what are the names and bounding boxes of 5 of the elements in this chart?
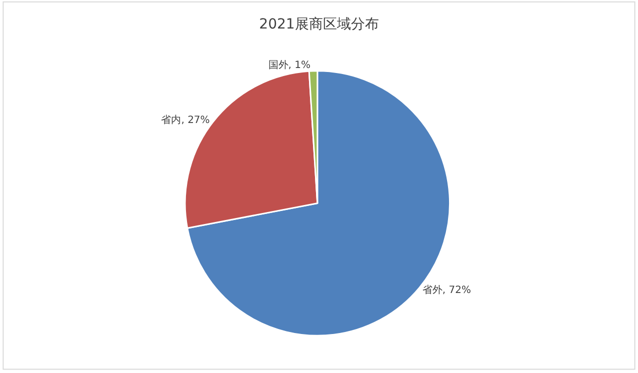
slice-label: 国外, 1% [268, 60, 310, 71]
slice-label: 省外, 72% [422, 284, 472, 296]
pie-slice [186, 70, 451, 336]
chart-title: 2021展商区域分布 [259, 16, 379, 32]
slice-label: 省内, 27% [161, 114, 210, 126]
